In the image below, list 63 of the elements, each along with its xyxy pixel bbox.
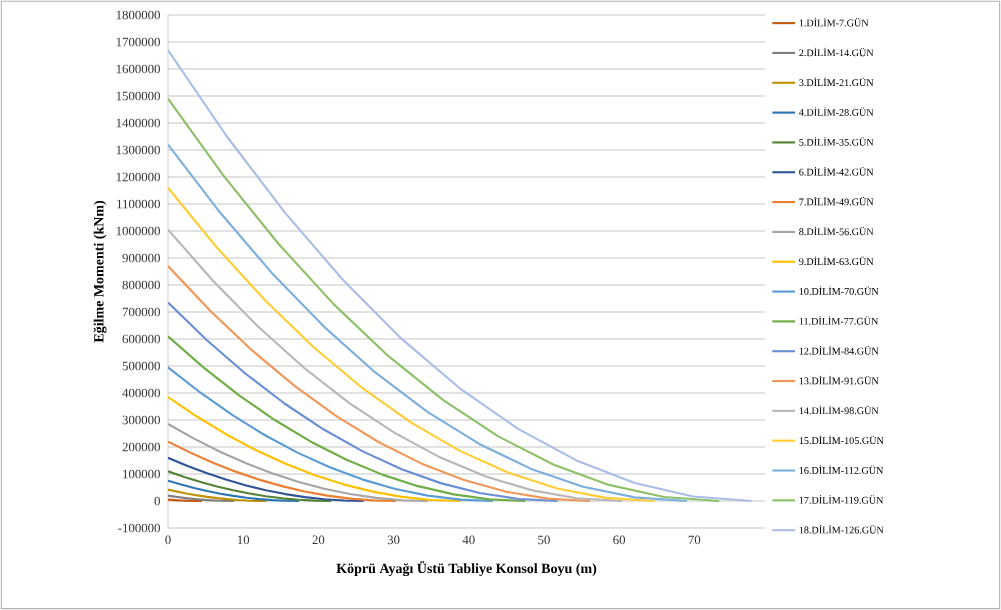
x-tick-label: 10 — [237, 535, 250, 545]
x-tick-label: 30 — [387, 535, 400, 545]
y-tick-label: 1600000 — [116, 64, 160, 74]
line-series — [168, 301, 559, 503]
legend-label: 8.DİLİM-56.GÜN — [799, 226, 874, 236]
line-series — [168, 479, 300, 503]
y-tick-label: 1800000 — [116, 10, 160, 20]
line-series — [168, 186, 656, 503]
line-series — [168, 49, 753, 503]
legend-label: 7.DİLİM-49.GÜN — [799, 196, 874, 206]
line-series — [168, 456, 365, 503]
legend-label: 10.DİLİM-70.GÜN — [799, 286, 879, 295]
y-tick-label: 900000 — [122, 253, 160, 263]
y-tick-label: 800000 — [122, 280, 160, 290]
line-series — [168, 395, 462, 503]
y-tick-label: 1200000 — [116, 172, 160, 182]
y-tick-label: 300000 — [122, 415, 160, 425]
legend-label: 13.DİLİM-91.GÜN — [799, 375, 879, 385]
line-series — [168, 228, 624, 503]
y-tick-label: 200000 — [122, 442, 160, 452]
y-tick-label: 1400000 — [116, 118, 160, 128]
line-series — [168, 265, 591, 503]
legend-label: 6.DİLİM-42.GÜN — [799, 167, 874, 176]
x-tick-label: 60 — [613, 535, 626, 545]
line-series — [168, 335, 527, 503]
legend-label: 4.DİLİM-28.GÜN — [798, 107, 874, 116]
y-tick-label: -100000 — [118, 523, 160, 533]
y-tick-label: 600000 — [122, 334, 160, 344]
y-tick-label: 1500000 — [116, 91, 160, 101]
y-axis-title: Eğilme Momenti (kNm) — [93, 200, 107, 343]
legend-label: 3.DİLİM-21.GÜN — [799, 77, 874, 87]
x-tick-label: 50 — [538, 535, 550, 545]
legend-label: 11.DİLİM-77.GÜN — [799, 316, 879, 325]
legend-label: 16.DİLİM-112.GÜN — [799, 465, 884, 474]
y-tick-label: 400000 — [122, 388, 160, 398]
y-tick-label: 700000 — [122, 307, 160, 317]
y-tick-label: 500000 — [122, 361, 160, 371]
line-series — [168, 440, 397, 503]
legend-label: 2.DİLİM-14.GÜN — [799, 47, 874, 57]
line-series — [168, 143, 688, 503]
x-tick-label: 0 — [165, 535, 171, 545]
line-series — [168, 366, 494, 503]
legend-label: 15.DİLİM-105.GÜN — [799, 435, 884, 445]
line-series — [168, 470, 333, 503]
legend-label: 14.DİLİM-98.GÜN — [799, 405, 879, 415]
legend-label: 18.DİLİM-126.GÜN — [799, 525, 884, 534]
legend-label: 17.DİLİM-119.GÜN — [799, 495, 884, 504]
legend-label: 1.DİLİM-7.GÜN — [799, 17, 869, 27]
line-series — [168, 97, 721, 503]
legend-label: 9.DİLİM-63.GÜN — [799, 256, 874, 266]
x-tick-label: 40 — [462, 535, 475, 545]
y-tick-label: 1100000 — [117, 199, 160, 209]
y-tick-label: 1300000 — [116, 145, 160, 155]
y-tick-label: 1700000 — [116, 37, 160, 47]
legend-label: 5.DİLİM-35.GÜN — [799, 137, 874, 146]
y-tick-label: 100000 — [123, 469, 160, 479]
x-tick-label: 70 — [688, 535, 701, 545]
legend-label: 12.DİLİM-84.GÜN — [799, 346, 879, 355]
x-tick-label: 20 — [312, 535, 325, 545]
x-axis-title: Köprü Ayağı Üstü Tabliye Konsol Boyu (m) — [336, 561, 597, 577]
y-tick-label: 1000000 — [116, 226, 160, 236]
y-tick-label: 0 — [154, 496, 160, 506]
line-series — [168, 488, 268, 503]
